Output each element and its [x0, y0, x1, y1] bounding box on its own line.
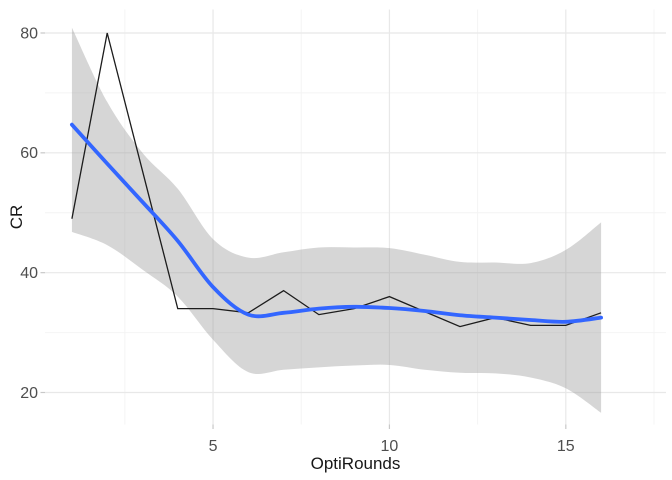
x-axis-title: OptiRounds	[311, 454, 401, 473]
y-axis-tick-label: 40	[20, 265, 38, 282]
loess-smooth-line	[70, 122, 603, 324]
raw-cr-line	[71, 32, 602, 328]
y-axis-title: CR	[7, 205, 26, 230]
axis-tick-labels: 5 10 15 20 40 60 80	[20, 25, 575, 455]
x-axis-tick-label: 15	[557, 438, 575, 455]
y-axis-tick-label: 60	[20, 145, 38, 162]
chart-geoms	[70, 27, 603, 413]
gridlines-major	[45, 9, 666, 425]
x-axis-tick-label: 10	[381, 438, 399, 455]
y-axis-tick-label: 80	[20, 25, 38, 42]
gridlines-minor	[45, 9, 666, 425]
x-axis-tick-label: 5	[209, 438, 218, 455]
y-axis-tick-label: 20	[20, 385, 38, 402]
confidence-interval-band	[71, 27, 602, 413]
axis-ticks	[40, 32, 567, 429]
